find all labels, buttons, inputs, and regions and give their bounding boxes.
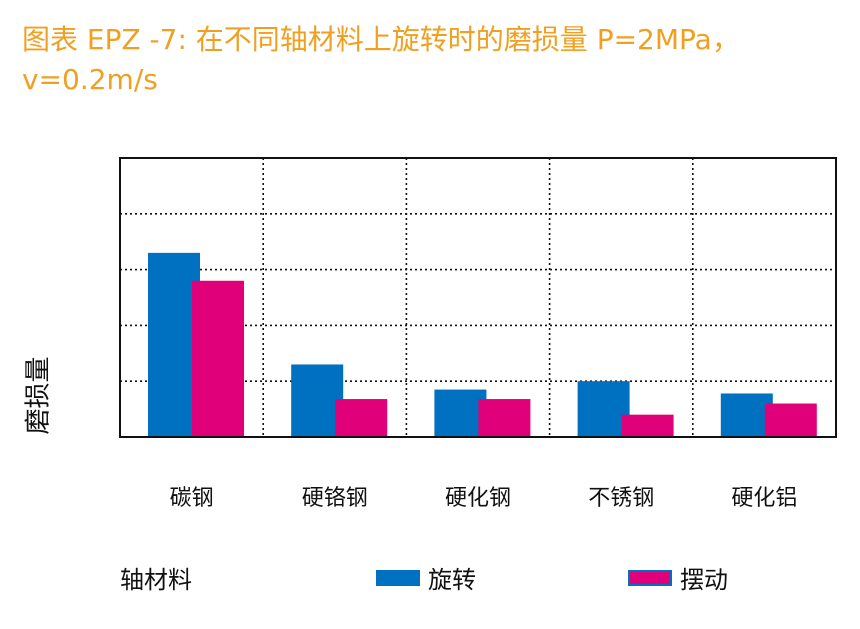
grid-lines: [120, 158, 836, 437]
bar-rotation-1: [291, 364, 344, 437]
bar-swing-1: [335, 399, 388, 437]
category-labels: 碳钢 硬铬钢 硬化钢 不锈钢 硬化铝: [170, 486, 798, 511]
category-label-0: 碳钢: [170, 486, 214, 511]
bar-swing-4: [764, 403, 817, 437]
bar-rotation-2: [434, 389, 487, 437]
legend-item-swing: 摆动: [628, 560, 728, 595]
chart-title: 图表 EPZ -7: 在不同轴材料上旋转时的磨损量 P=2MPa，v=0.2m/…: [22, 23, 740, 96]
legend-swatch-rotation: [376, 569, 420, 586]
category-label-4: 硬化铝: [731, 486, 797, 511]
legend-label-rotation: 旋转: [428, 566, 476, 594]
category-label-1: 硬铬钢: [302, 486, 368, 511]
bars: [148, 252, 817, 437]
bar-swing-0: [192, 280, 244, 437]
x-axis-label: 轴材料: [120, 566, 192, 594]
bar-rotation-0: [148, 252, 200, 437]
legend-item-rotation: 旋转: [376, 560, 476, 595]
bar-swing-3: [621, 414, 674, 437]
bar-rotation-3: [577, 381, 630, 437]
legend-label-swing: 摆动: [680, 566, 728, 594]
bar-swing-2: [478, 399, 531, 437]
legend-swatch-swing: [628, 569, 672, 586]
plot-frame: [119, 157, 837, 438]
category-label-3: 不锈钢: [588, 486, 654, 511]
bar-rotation-4: [720, 393, 773, 437]
category-label-2: 硬化钢: [445, 486, 511, 511]
